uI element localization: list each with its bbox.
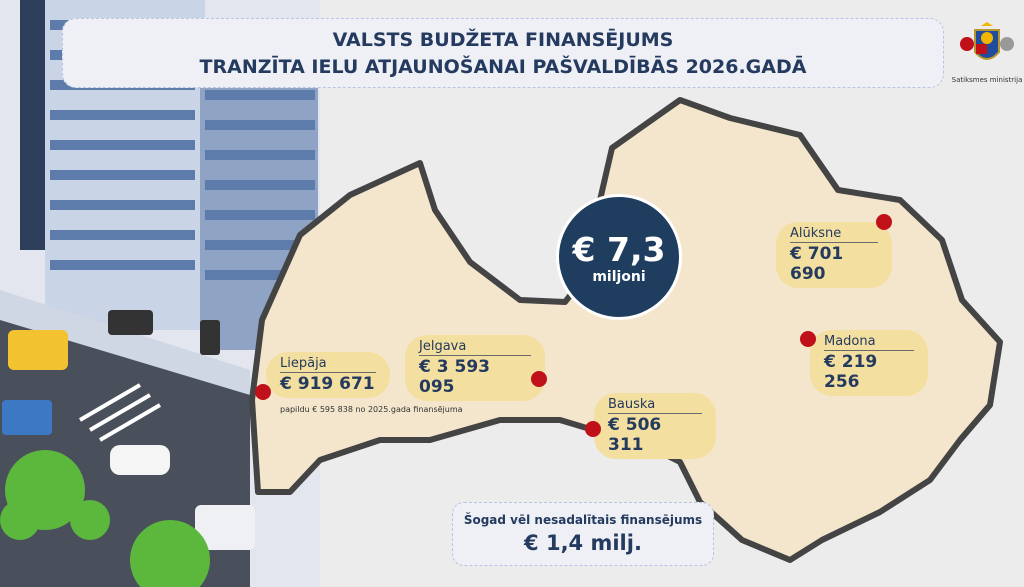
location-marker-aluksne: [876, 214, 892, 230]
unallocated-label: Šogad vēl nesadalītais finansējums: [463, 513, 703, 527]
city-badge-aluksne: Alūksne € 701 690: [776, 222, 892, 288]
latvia-map: [249, 97, 1003, 563]
total-amount: € 7,3: [572, 230, 666, 269]
ministry-logo: Satiksmes ministrija: [950, 22, 1024, 84]
city-name: Liepāja: [280, 356, 376, 373]
title-line-2: TRANZĪTA IELU ATJAUNOŠANAI PAŠVALDĪBĀS 2…: [199, 56, 807, 78]
city-name: Madona: [824, 334, 914, 351]
logo-text: Satiksmes ministrija: [951, 76, 1023, 84]
city-badge-jelgava: Jelgava € 3 593 095: [405, 335, 545, 401]
city-name: Bauska: [608, 397, 702, 414]
unallocated-amount: € 1,4 milj.: [524, 531, 642, 555]
city-badge-madona: Madona € 219 256: [810, 330, 928, 396]
title-line-1: VALSTS BUDŽETA FINANSĒJUMS: [332, 29, 674, 51]
total-amount-circle: € 7,3 miljoni: [556, 194, 682, 320]
city-amount: € 3 593 095: [419, 357, 490, 397]
city-badge-bauska: Bauska € 506 311: [594, 393, 716, 459]
location-marker-bauska: [585, 421, 601, 437]
city-name: Alūksne: [790, 226, 878, 243]
page-title: VALSTS BUDŽETA FINANSĒJUMS TRANZĪTA IELU…: [62, 18, 944, 88]
unallocated-funding-box: Šogad vēl nesadalītais finansējums € 1,4…: [452, 502, 714, 566]
city-amount: € 919 671: [280, 374, 375, 394]
location-marker-madona: [800, 331, 816, 347]
city-name: Jelgava: [419, 339, 531, 356]
liepaja-note: papildu € 595 838 no 2025.gada finansēju…: [280, 405, 463, 414]
city-badge-liepaja: Liepāja € 919 671: [266, 352, 390, 398]
city-amount: € 506 311: [608, 415, 662, 455]
city-amount: € 701 690: [790, 244, 844, 284]
total-unit: miljoni: [592, 269, 646, 285]
city-amount: € 219 256: [824, 352, 878, 392]
location-marker-liepaja: [255, 384, 271, 400]
location-marker-jelgava: [531, 371, 547, 387]
coat-of-arms-icon: [960, 22, 1014, 60]
